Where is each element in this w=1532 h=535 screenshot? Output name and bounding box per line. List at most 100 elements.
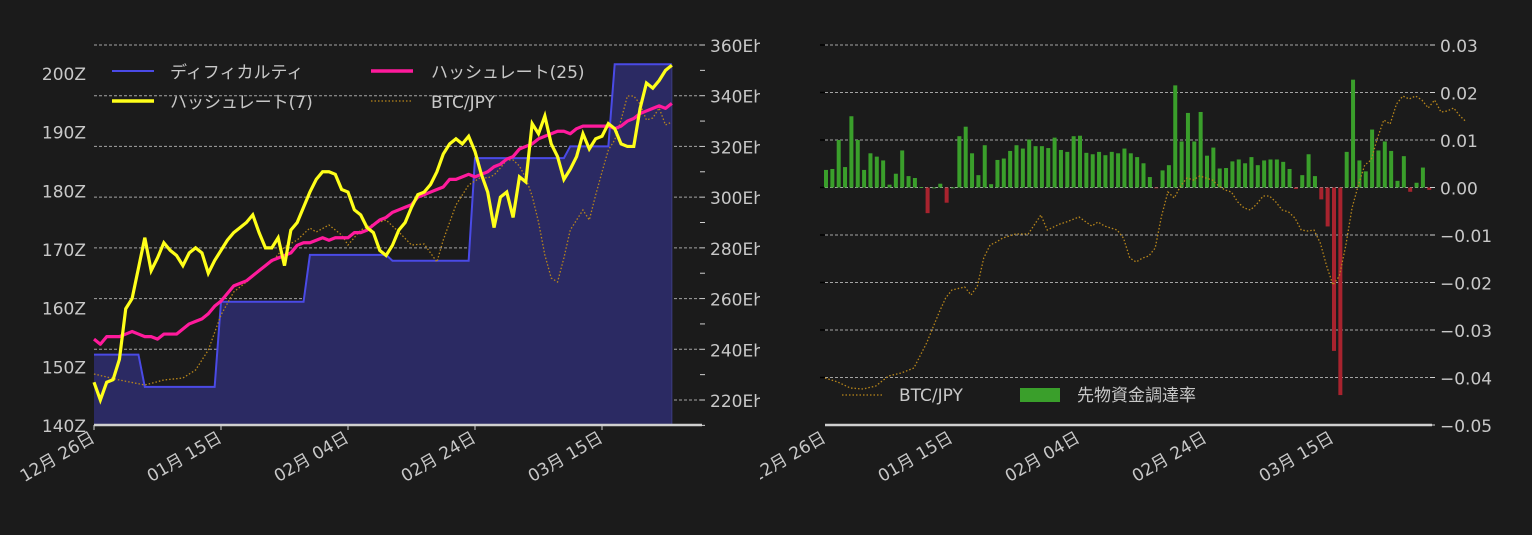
y-right-tick-label: 260Eh/s xyxy=(710,291,760,311)
legend-funding-swatch xyxy=(1020,388,1060,402)
y-left-tick-label: 180Z xyxy=(42,182,86,202)
y-left-tick-label: 150Z xyxy=(42,358,86,378)
funding-rate-bar xyxy=(1344,151,1349,188)
funding-rate-bar xyxy=(1090,154,1095,188)
funding-rate-bar xyxy=(836,140,841,188)
x-tick-label: 03月 15日 xyxy=(525,428,607,487)
y-right-tick-label: 300Eh/s xyxy=(710,189,760,209)
hashrate25-line xyxy=(93,102,673,346)
funding-rate-bar xyxy=(1039,146,1044,188)
funding-rate-bar xyxy=(989,184,994,188)
funding-rate-bar xyxy=(1084,152,1089,188)
y-right-tick-label: 240Eh/s xyxy=(710,341,760,361)
y-right-tick-label: −0.04 xyxy=(1440,370,1492,390)
funding-rate-bar xyxy=(874,156,879,188)
funding-rate-bar xyxy=(1166,165,1171,188)
y-right-tick-label: 0.00 xyxy=(1440,180,1478,200)
funding-rate-bar xyxy=(982,145,987,188)
funding-rate-bar xyxy=(1173,85,1178,188)
funding-rate-bar xyxy=(1236,159,1241,188)
funding-rate-bar xyxy=(931,187,936,189)
funding-rate-bar xyxy=(1179,141,1184,188)
y-left-tick-label: 160Z xyxy=(42,300,86,320)
funding-rate-bar xyxy=(1414,182,1419,188)
funding-rate-bar xyxy=(1211,147,1216,188)
funding-rate-bar xyxy=(1154,187,1159,189)
y-right-tick-label: −0.03 xyxy=(1440,322,1492,342)
funding-rate-bar xyxy=(1395,180,1400,188)
funding-rate-bar xyxy=(1332,187,1336,351)
y-right-tick-label: 340Eh/s xyxy=(710,88,760,108)
funding-rate-bar xyxy=(1281,161,1286,188)
funding-rate-bar xyxy=(1287,168,1292,188)
funding-rate-bar xyxy=(830,168,835,188)
y-right-tick-label: 0.02 xyxy=(1440,85,1478,105)
funding-rate-bar xyxy=(1001,158,1006,188)
funding-rate-bar xyxy=(881,160,886,188)
funding-rate-bar xyxy=(1141,163,1146,188)
funding-rate-bar xyxy=(1008,150,1013,188)
funding-rate-bar xyxy=(963,126,968,188)
y-left-tick-label: 140Z xyxy=(42,417,86,437)
funding-rate-bar xyxy=(1224,168,1229,188)
funding-rate-bar xyxy=(900,150,905,188)
funding-rate-bar xyxy=(944,187,949,203)
difficulty-area xyxy=(94,64,672,425)
y-right-tick-label: 360Eh/s xyxy=(710,37,760,57)
x-tick-label: 01月 15日 xyxy=(875,428,957,487)
funding-rate-bar xyxy=(1300,175,1305,188)
funding-rate-bar xyxy=(1351,79,1356,188)
funding-rate-chart: 12月 26日 01月 15日 02月 04日 02月 24日 03月 15日 0.03 0… xyxy=(760,37,1492,487)
funding-rate-bar xyxy=(1192,141,1197,188)
funding-rate-bar xyxy=(1357,160,1362,188)
y-right-tick-label: 220Eh/s xyxy=(710,392,760,412)
y-left-tick-label: 200Z xyxy=(42,65,86,85)
funding-rate-bar xyxy=(1160,170,1165,188)
funding-rate-bar xyxy=(1109,151,1114,188)
y-right-tick-label: −0.02 xyxy=(1440,275,1492,295)
funding-rate-bar xyxy=(1128,153,1133,188)
funding-rate-bar xyxy=(1217,168,1222,188)
y-right-tick-label: −0.05 xyxy=(1440,417,1492,437)
x-tick-label: 03月 15日 xyxy=(1256,428,1338,487)
funding-rate-bar xyxy=(1312,176,1317,188)
funding-rate-bar xyxy=(1065,151,1070,188)
funding-rate-bar xyxy=(1389,150,1394,188)
funding-rate-bar xyxy=(1033,146,1038,188)
x-tick-label: 02月 24日 xyxy=(1129,428,1211,487)
funding-rate-bar xyxy=(849,116,854,188)
funding-rate-bar xyxy=(912,178,917,188)
funding-rate-bar xyxy=(938,183,943,188)
y-right-tick-label: 320Eh/s xyxy=(710,138,760,158)
funding-rate-bar xyxy=(957,136,962,188)
legend-difficulty-label: ディフィカルティ xyxy=(170,62,303,83)
legend-btcjpy-label: BTC/JPY xyxy=(431,93,496,113)
funding-rate-bar xyxy=(1293,187,1298,189)
funding-rate-bar xyxy=(893,173,898,188)
funding-rate-bar xyxy=(1205,155,1209,188)
funding-rate-bar xyxy=(1185,112,1190,188)
funding-rate-bar xyxy=(1408,187,1413,192)
funding-rate-bar xyxy=(862,169,867,188)
y-right-tick-label: 0.01 xyxy=(1440,132,1478,152)
funding-rate-bar xyxy=(1097,151,1102,188)
funding-rate-bar xyxy=(1135,157,1140,188)
funding-rate-bar xyxy=(1230,161,1235,188)
funding-rate-bar xyxy=(1052,137,1057,188)
funding-rate-bar xyxy=(824,169,828,188)
funding-rate-bar xyxy=(1262,160,1267,188)
funding-rate-bar xyxy=(887,184,892,188)
x-tick-label: 01月 15日 xyxy=(144,428,226,487)
funding-rate-bar xyxy=(1046,148,1051,188)
funding-rate-bar xyxy=(1363,171,1368,188)
y-left-tick-label: 170Z xyxy=(42,241,86,261)
funding-rate-bar xyxy=(1376,150,1381,188)
y-right-tick-label: 280Eh/s xyxy=(710,240,760,260)
funding-rate-bar xyxy=(951,187,955,189)
funding-rate-bar xyxy=(868,153,873,188)
funding-rate-bar xyxy=(1078,135,1082,188)
funding-rate-bar xyxy=(855,140,860,188)
legend: BTC/JPY 先物資金調達率 xyxy=(842,386,1196,406)
legend-hashrate7-label: ハッシュレート(7) xyxy=(170,93,313,113)
